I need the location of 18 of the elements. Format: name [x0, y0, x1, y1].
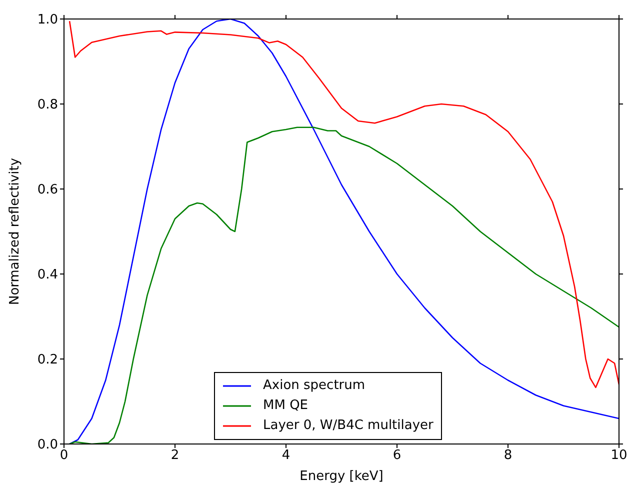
x-tick-label: 8 [504, 448, 512, 464]
x-tick-label: 2 [170, 448, 180, 464]
x-axis-title: Energy [keV] [300, 469, 384, 484]
legend-label: Layer 0, W/B4C multilayer [263, 417, 434, 435]
y-tick-label: 0.2 [37, 352, 58, 368]
y-tick-label: 0.4 [37, 268, 58, 283]
line-series [68, 126, 619, 444]
y-tick-label: 0.6 [37, 182, 58, 198]
y-tick-label: 1.0 [37, 12, 58, 28]
x-tick-label: 10 [610, 448, 628, 464]
x-tick-label: 6 [392, 448, 402, 464]
y-axis-title: Normalized reflectivity [8, 158, 23, 306]
legend-label: Axion spectrum [263, 377, 366, 395]
y-tick-label: 0.8 [37, 98, 58, 113]
y-tick-label: 0.0 [37, 438, 58, 453]
legend-label: MM QE [263, 397, 308, 415]
x-tick-label: 0 [60, 448, 68, 464]
x-tick-label: 4 [282, 448, 290, 464]
